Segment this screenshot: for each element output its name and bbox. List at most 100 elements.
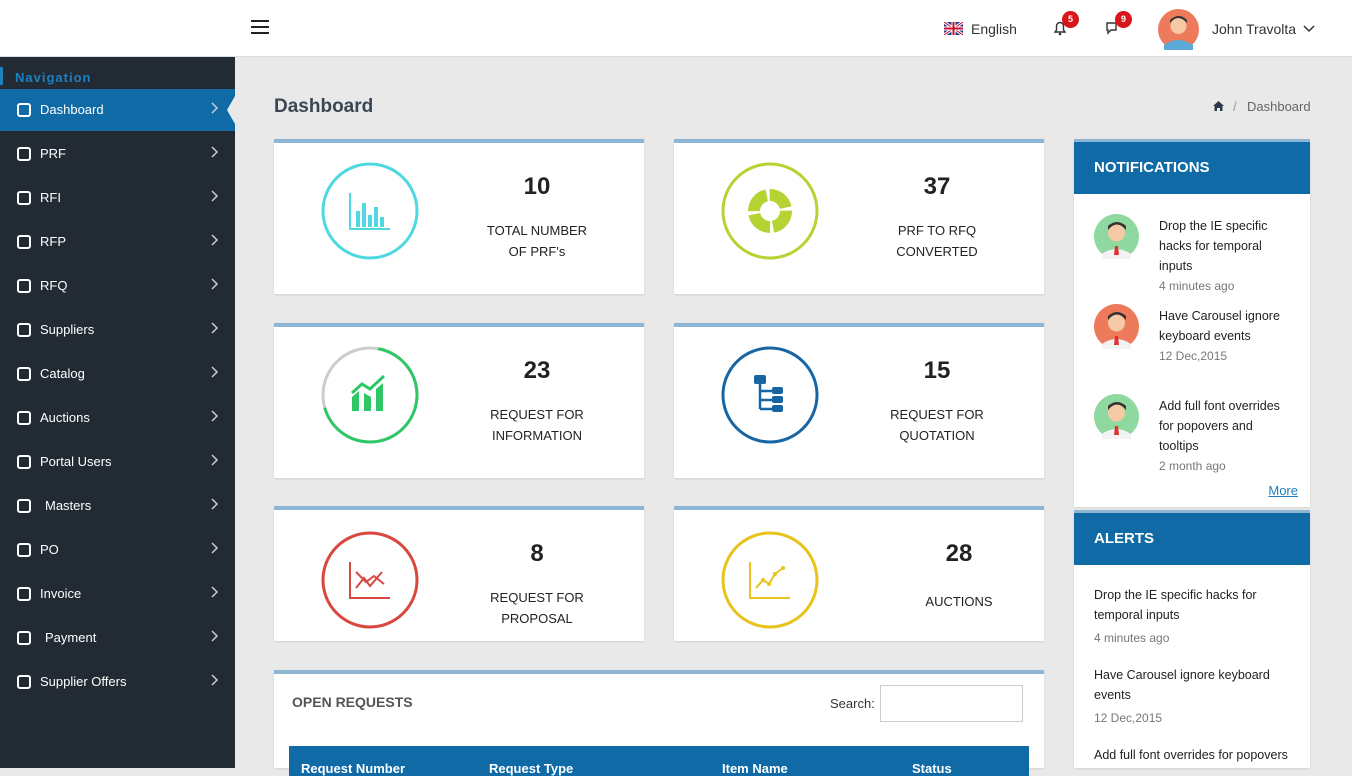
message-badge: 9	[1115, 11, 1132, 28]
stat-value: 15	[923, 357, 951, 384]
nav-label: RFI	[40, 190, 61, 205]
stat-label: PROPOSAL	[501, 611, 573, 626]
notification-text: Have Carousel ignore keyboard events	[1159, 309, 1280, 343]
open-requests-card: OPEN REQUESTS Search: Request Number Requ…	[274, 670, 1044, 776]
nav-icon	[17, 279, 31, 293]
user-avatar[interactable]	[1158, 9, 1199, 50]
nav-item[interactable]: Catalog	[0, 353, 235, 395]
language[interactable]: English	[971, 21, 1017, 37]
menu-toggle[interactable]	[251, 20, 269, 34]
active-pointer	[227, 96, 235, 124]
alert-time: 12 Dec,2015	[1094, 711, 1163, 725]
nav-chevron	[211, 190, 219, 202]
nav-icon	[17, 587, 31, 601]
nav-label: RFQ	[40, 278, 68, 293]
bell-icon[interactable]	[1053, 20, 1067, 36]
column-header[interactable]: Request Type	[489, 761, 574, 776]
nav-item[interactable]: Auctions	[0, 397, 235, 439]
column-header[interactable]: Request Number	[301, 761, 406, 776]
nav-label: Dashboard	[40, 102, 104, 117]
nav-chevron	[211, 410, 219, 422]
nav-chevron	[211, 498, 219, 510]
alert-text: Add full font overrides for popovers	[1094, 748, 1288, 762]
nav-item[interactable]: RFP	[0, 221, 235, 263]
stat-value: 8	[530, 540, 544, 567]
nav-icon	[17, 455, 31, 469]
nav-item[interactable]: PO	[0, 529, 235, 571]
stat-value: 28	[945, 540, 973, 567]
nav-chevron	[211, 630, 219, 642]
stat-icon	[721, 162, 819, 260]
notification-avatar	[1094, 304, 1139, 349]
card-title: OPEN REQUESTS	[292, 694, 413, 710]
nav-item[interactable]: Dashboard	[0, 89, 235, 131]
stat-card[interactable]: 10 TOTAL NUMBER OF PRF's	[274, 139, 644, 294]
search-input[interactable]	[880, 685, 1023, 722]
flag-icon	[944, 22, 963, 35]
stat-label: REQUEST FOR	[890, 407, 984, 422]
stat-value: 23	[523, 357, 551, 384]
stat-label: REQUEST FOR	[490, 590, 584, 605]
nav-item[interactable]: RFI	[0, 177, 235, 219]
nav-item[interactable]: Masters	[0, 485, 235, 527]
alert-text: Drop the IE specific hacks for temporal …	[1094, 588, 1257, 622]
notification-time: 4 minutes ago	[1159, 279, 1235, 293]
notification-avatar	[1094, 214, 1139, 259]
notifications-panel: NOTIFICATIONS More Drop the IE specific …	[1074, 139, 1310, 507]
nav-icon	[17, 235, 31, 249]
notification-text: Drop the IE specific hacks for temporal …	[1159, 219, 1268, 273]
nav-item[interactable]: Portal Users	[0, 441, 235, 483]
nav-icon	[17, 191, 31, 205]
column-header[interactable]: Status	[912, 761, 952, 776]
nav-label: Masters	[45, 498, 92, 513]
nav-chevron	[211, 102, 219, 114]
notification-text: Add full font overrides for popovers and…	[1159, 399, 1280, 453]
alert-time: 4 minutes ago	[1094, 631, 1170, 645]
notification-time: 2 month ago	[1159, 459, 1226, 473]
nav-label: Catalog	[40, 366, 85, 381]
nav-icon	[17, 675, 31, 689]
nav-item[interactable]: Invoice	[0, 573, 235, 615]
alert-text: Have Carousel ignore keyboard events	[1094, 668, 1270, 702]
alerts-panel: ALERTS Drop the IE specific hacks for te…	[1074, 510, 1310, 768]
stat-card[interactable]: 23 REQUEST FOR INFORMATION	[274, 323, 644, 478]
nav-chevron	[211, 146, 219, 158]
stat-card[interactable]: 37 PRF TO RFQ CONVERTED	[674, 139, 1044, 294]
home-icon[interactable]	[1212, 100, 1225, 112]
stat-label: PRF TO RFQ	[897, 223, 977, 238]
nav-item[interactable]: RFQ	[0, 265, 235, 307]
stat-label: AUCTIONS	[925, 594, 993, 609]
nav-icon	[17, 631, 31, 645]
stat-icon	[721, 346, 819, 444]
nav-icon	[17, 147, 31, 161]
nav-icon	[17, 367, 31, 381]
nav-icon	[17, 411, 31, 425]
stat-card[interactable]: 28 AUCTIONS	[674, 506, 1044, 641]
nav-item[interactable]: Payment	[0, 617, 235, 659]
breadcrumb: Dashboard	[1247, 99, 1311, 114]
stat-icon	[321, 346, 419, 444]
nav-icon	[17, 103, 31, 117]
panel-header: ALERTS	[1074, 510, 1310, 565]
nav-label: Supplier Offers	[40, 674, 127, 689]
column-header[interactable]: Item Name	[722, 761, 788, 776]
search-label: Search:	[830, 696, 875, 711]
stat-label: QUOTATION	[899, 428, 975, 443]
dropdown-caret[interactable]	[1303, 25, 1315, 33]
sidebar-heading: Navigation	[15, 70, 92, 85]
nav-item[interactable]: PRF	[0, 133, 235, 175]
nav-item[interactable]: Supplier Offers	[0, 661, 235, 703]
more-link[interactable]: More	[1268, 483, 1298, 498]
nav-chevron	[211, 586, 219, 598]
sidebar: Navigation Dashboard PRF RFI RFP RFQ Supplier…	[0, 57, 235, 768]
stat-card[interactable]: 15 REQUEST FOR QUOTATION	[674, 323, 1044, 478]
heading-accent	[0, 67, 3, 85]
user-name[interactable]: John Travolta	[1212, 21, 1297, 37]
nav-label: PRF	[40, 146, 66, 161]
nav-chevron	[211, 366, 219, 378]
stat-card[interactable]: 8 REQUEST FOR PROPOSAL	[274, 506, 644, 641]
stat-icon	[321, 162, 419, 260]
nav-label: Auctions	[40, 410, 90, 425]
nav-item[interactable]: Suppliers	[0, 309, 235, 351]
